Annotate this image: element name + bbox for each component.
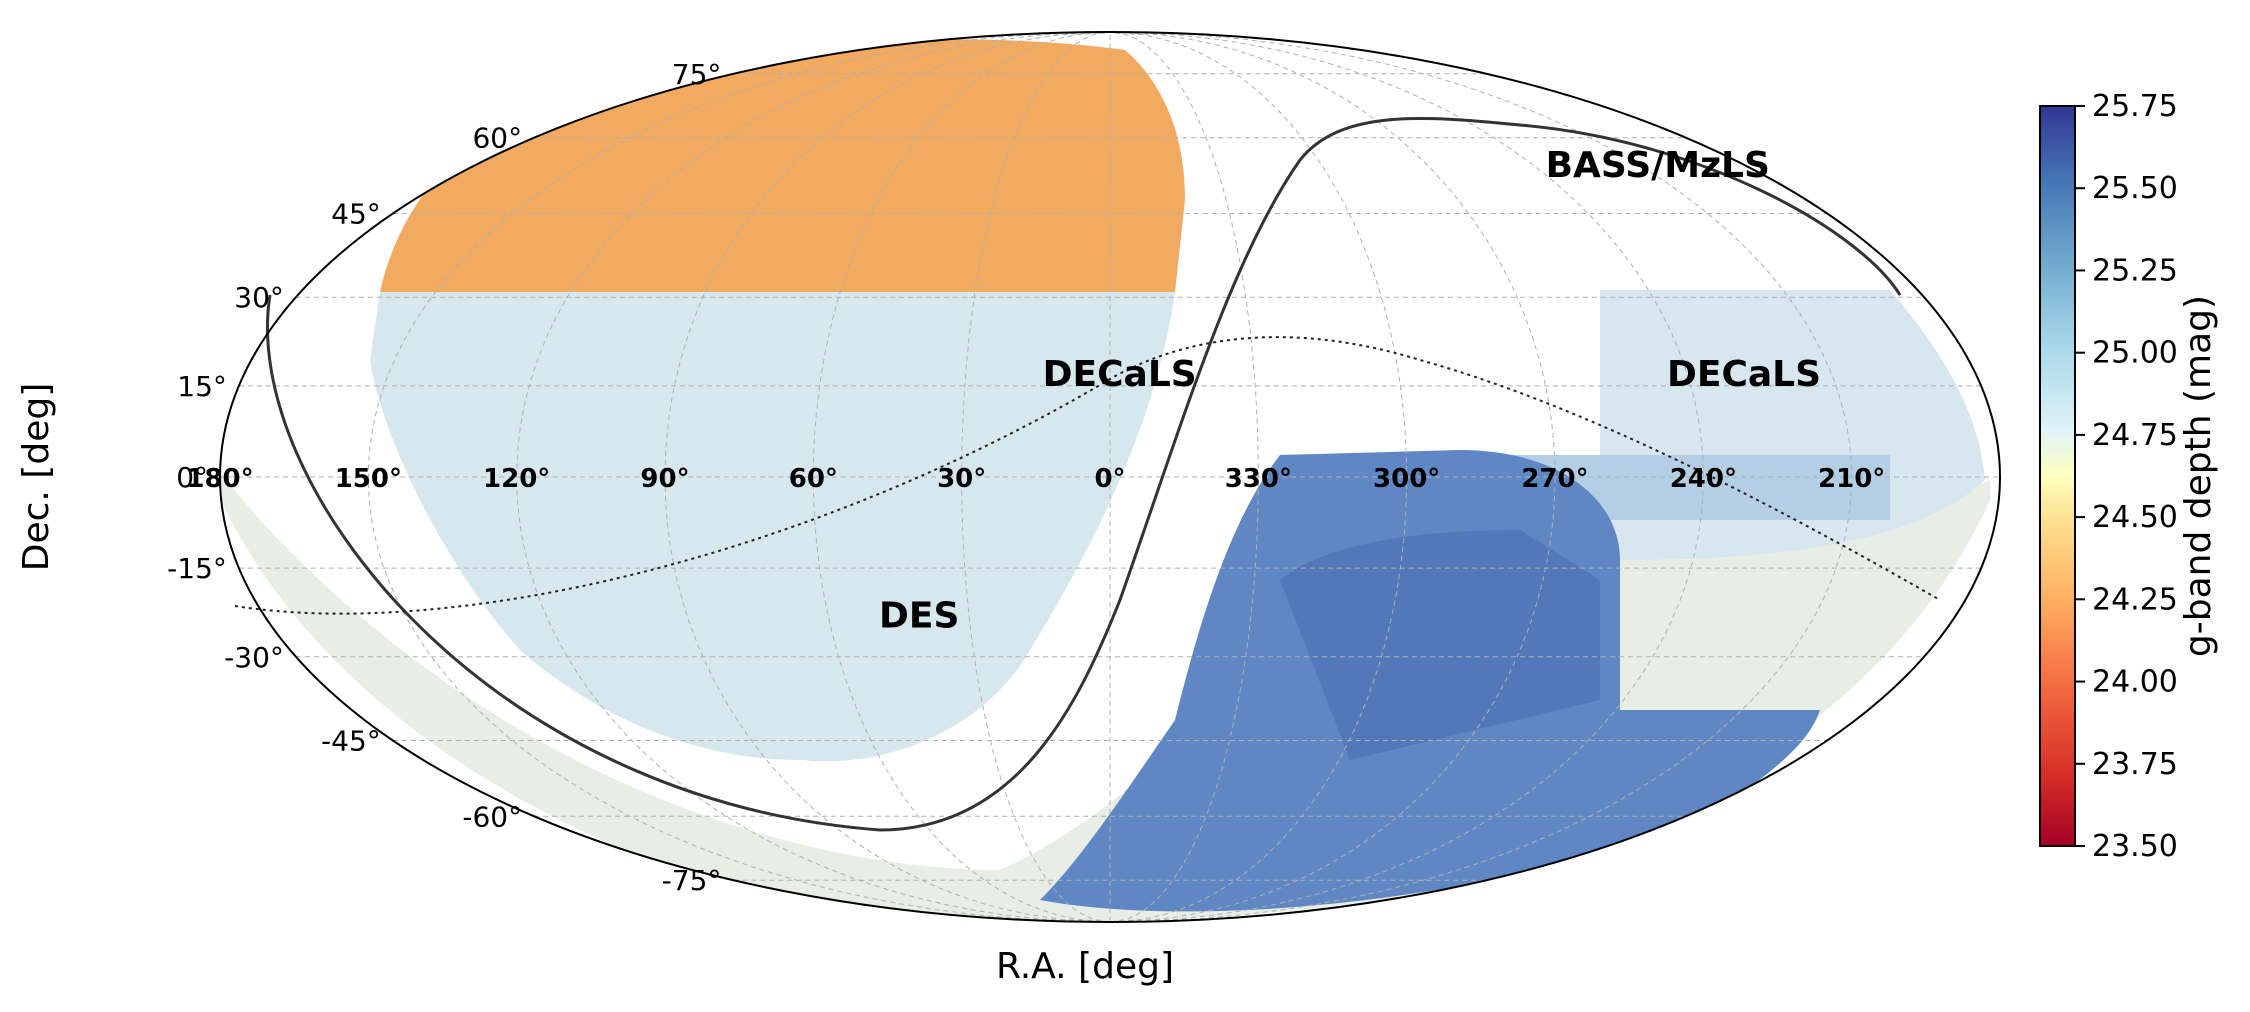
ra-tick-labels: 300° 270° 240° 210° 180° 150° 120° 90° 60° 30° 0° 3…: [186, 464, 1885, 494]
colorbar-tick-label: 24.75: [2092, 418, 2178, 453]
colorbar-tick-label: 25.50: [2092, 171, 2178, 206]
survey-label: DES: [879, 596, 959, 637]
ra-tick-label: 330°: [1225, 464, 1292, 494]
colorbar-gradient: [2039, 105, 2076, 847]
colorbar-tick-label: 24.50: [2092, 500, 2178, 535]
des-deep-footprint: [1280, 530, 1600, 760]
colorbar-tick-label: 23.50: [2092, 829, 2178, 864]
ra-tick-label: 30°: [937, 464, 986, 494]
ecliptic-curve: [234, 336, 1941, 615]
ra-tick-label: 90°: [640, 464, 689, 494]
dec-tick-label: 0°: [176, 461, 208, 494]
meridian-line: [1109, 32, 1704, 922]
colorbar-tick-label: 23.75: [2092, 747, 2178, 782]
dec-tick-label: -30°: [224, 641, 284, 674]
colorbar-tick-label: 24.25: [2092, 582, 2178, 617]
ra-tick-label: 270°: [1521, 464, 1588, 494]
survey-labels: BASS/MzLS DECaLS DECaLS DES: [879, 145, 1821, 637]
colorbar-tick-label: 25.75: [2092, 89, 2178, 124]
x-axis-label: R.A. [deg]: [996, 946, 1174, 987]
graticule: [220, 32, 2000, 922]
sky-boundary: [219, 31, 2001, 923]
dec-tick-label: -60°: [462, 800, 522, 833]
survey-label: DECaLS: [1043, 354, 1197, 395]
bass-mzls-footprint: [380, 39, 1185, 292]
decals-ngc-footprint: [370, 292, 1175, 762]
dec-tick-labels: 75° 60° 45° 30° 15° 0° -15° -30° -45° -60° -75°: [167, 58, 721, 897]
meridian-line: [812, 32, 1111, 922]
dec-tick-label: 45°: [331, 198, 381, 231]
ra-tick-label: 60°: [789, 464, 838, 494]
colorbar: 25.75 25.50 25.25 25.00 24.75 24.50 24.25 24.00…: [2039, 89, 2219, 864]
ra-tick-label: 0°: [1094, 464, 1125, 494]
survey-label: BASS/MzLS: [1546, 145, 1770, 186]
dec-tick-label: -75°: [662, 864, 722, 897]
ra-tick-label: 180°: [186, 464, 253, 494]
galactic-plane-curve: [266, 116, 1902, 832]
dec-tick-label: 30°: [234, 281, 284, 314]
ra-tick-label: 120°: [483, 464, 550, 494]
meridian-line: [516, 32, 1111, 922]
meridian-line: [1109, 32, 1259, 922]
dec-tick-label: 15°: [177, 370, 227, 403]
colorbar-ticks: 25.75 25.50 25.25 25.00 24.75 24.50 24.25 24.00…: [2075, 89, 2178, 864]
meridian-line: [1109, 32, 1853, 922]
colorbar-label: g-band depth (mag): [2178, 295, 2219, 657]
ra-tick-label: 300°: [1373, 464, 1440, 494]
meridian-line: [367, 32, 1111, 922]
ra-tick-label: 150°: [335, 464, 402, 494]
meridian-line: [664, 32, 1111, 922]
dec-tick-label: -15°: [167, 552, 227, 585]
dec-tick-label: 75°: [672, 58, 722, 91]
meridian-line: [1109, 32, 1408, 922]
colorbar-tick-label: 25.25: [2092, 253, 2178, 288]
meridian-line: [961, 32, 1111, 922]
survey-label: DECaLS: [1667, 354, 1821, 395]
dec-tick-label: -45°: [321, 724, 381, 757]
meridian-line: [1109, 32, 1556, 922]
ra-tick-label: 210°: [1818, 464, 1885, 494]
colorbar-tick-label: 24.00: [2092, 665, 2178, 700]
y-axis-label: Dec. [deg]: [16, 383, 57, 572]
dec-tick-label: 60°: [472, 122, 522, 155]
colorbar-tick-label: 25.00: [2092, 336, 2178, 371]
ra-tick-label: 240°: [1670, 464, 1737, 494]
